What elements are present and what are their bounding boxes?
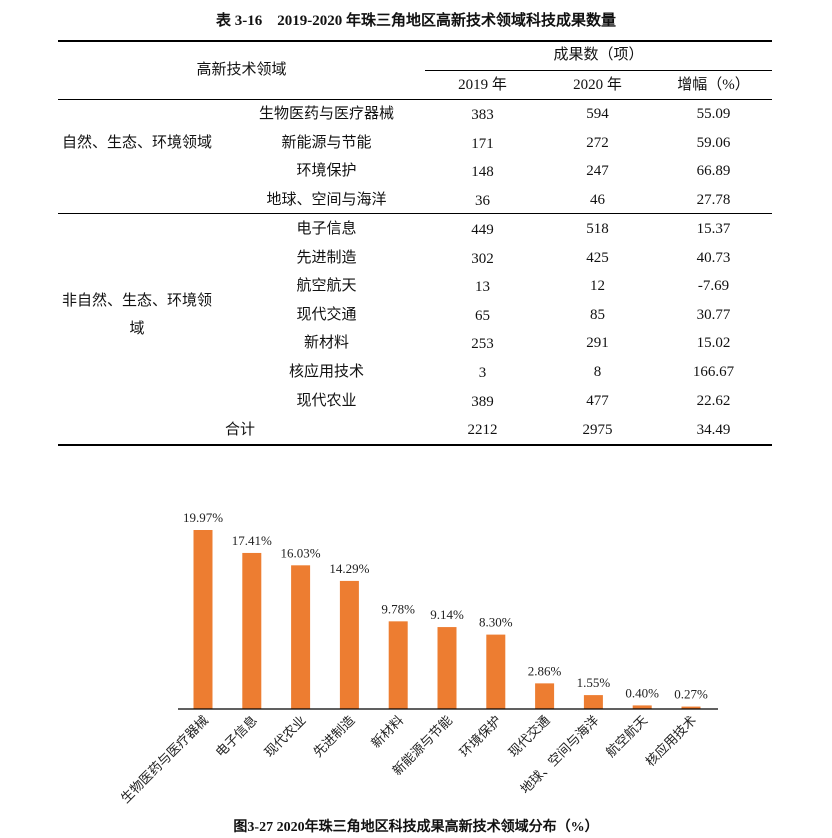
row-2019: 13	[475, 279, 490, 296]
row-2020: 12	[590, 278, 605, 295]
header-area: 高新技术领域	[196, 62, 287, 78]
bar	[339, 580, 359, 709]
data-label: 9.78%	[381, 601, 415, 616]
x-tick-label: 生物医药与医疗器械	[118, 713, 211, 806]
bar	[388, 621, 408, 709]
row-growth: 59.06	[696, 134, 731, 151]
table-title: 表 3-16 2019-2020 年珠三角地区高新技术领域科技成果数量	[216, 13, 616, 29]
row-2020: 291	[586, 335, 609, 352]
row-area: 航空航天	[296, 278, 357, 295]
bar	[291, 565, 311, 709]
row-2020: 247	[586, 163, 609, 180]
data-label: 17.41%	[232, 533, 272, 548]
data-label: 8.30%	[479, 615, 513, 630]
row-area: 环境保护	[296, 163, 357, 180]
row-growth: 66.89	[696, 163, 731, 180]
bar	[681, 706, 701, 709]
row-growth: 22.62	[696, 392, 731, 409]
data-label: 0.27%	[674, 687, 708, 702]
row-growth: 30.77	[696, 306, 731, 323]
row-2020: 8	[593, 364, 602, 380]
total-2020: 2975	[582, 422, 613, 438]
total-label: 合计	[224, 422, 255, 438]
header-mid-rule	[425, 70, 772, 71]
row-2020: 272	[586, 134, 609, 151]
x-tick-label: 核应用技术	[643, 713, 700, 770]
row-area: 现代交通	[296, 306, 357, 323]
row-area: 核应用技术	[288, 364, 364, 380]
row-2020: 46	[590, 191, 605, 208]
data-label: 19.97%	[183, 510, 223, 525]
data-label: 0.40%	[625, 685, 659, 700]
row-2020: 477	[586, 392, 609, 409]
table-top-rule	[58, 40, 772, 42]
total-2019: 2212	[467, 422, 498, 438]
row-2019: 383	[471, 107, 494, 123]
data-label: 9.14%	[430, 607, 464, 622]
bar	[486, 634, 506, 709]
row-growth: 40.73	[696, 249, 731, 266]
row-area: 新材料	[303, 335, 349, 352]
x-tick-label: 电子信息	[213, 713, 260, 760]
x-tick-label: 航空航天	[603, 713, 650, 760]
row-2019: 36	[475, 192, 490, 209]
row-2019: 253	[471, 336, 494, 353]
bar	[583, 695, 603, 709]
bar	[535, 683, 555, 709]
x-tick-label: 环境保护	[457, 713, 504, 760]
header-count-group: 成果数（项）	[553, 47, 644, 63]
group-divider	[58, 213, 772, 214]
row-growth: 27.78	[696, 191, 731, 208]
row-growth: 166.67	[692, 364, 735, 380]
bar	[632, 705, 652, 709]
row-area: 地球、空间与海洋	[266, 191, 387, 208]
row-growth: -7.69	[697, 278, 730, 295]
bar	[437, 627, 457, 709]
row-2020: 425	[586, 249, 609, 266]
row-2019: 3	[478, 365, 487, 381]
row-growth: 15.37	[696, 221, 731, 237]
data-label: 14.29%	[329, 561, 369, 576]
data-label: 1.55%	[577, 675, 611, 690]
header-bottom-rule	[58, 99, 772, 100]
row-2019: 449	[471, 222, 494, 238]
row-2019: 389	[471, 393, 494, 410]
row-area: 先进制造	[296, 249, 357, 266]
data-label: 16.03%	[281, 545, 321, 560]
bar	[242, 552, 262, 709]
data-label: 2.86%	[528, 663, 562, 678]
header-2020: 2020 年	[573, 77, 622, 93]
chart-caption: 图3-27 2020年珠三角地区科技成果高新技术领域分布（%）	[233, 820, 599, 835]
header-growth: 增幅（%）	[677, 77, 750, 93]
x-tick-label: 现代交通	[505, 713, 552, 760]
group-label: 非自然、生态、环境领域	[62, 293, 213, 338]
row-growth: 15.02	[696, 335, 731, 352]
row-2020: 594	[586, 106, 609, 122]
row-area: 现代农业	[296, 392, 357, 409]
group-label: 自然、生态、环境领域	[62, 135, 213, 152]
row-2019: 171	[471, 135, 494, 152]
row-area: 电子信息	[296, 221, 357, 237]
row-2019: 65	[475, 307, 490, 324]
row-growth: 55.09	[696, 106, 731, 122]
x-tick-label: 新材料	[368, 713, 406, 751]
table-bottom-rule	[58, 444, 772, 446]
bar	[193, 530, 213, 709]
row-2020: 85	[590, 306, 605, 323]
x-tick-label: 现代农业	[261, 713, 308, 760]
row-2019: 302	[471, 250, 494, 267]
row-2020: 518	[586, 221, 609, 237]
bar-chart: 19.97% 生物医药与医疗器械 17.41% 电子信息 16.03% 现代农业 14.29…	[118, 510, 718, 806]
x-tick-label: 先进制造	[310, 713, 357, 760]
row-2019: 148	[471, 164, 494, 181]
row-area: 生物医药与医疗器械	[258, 106, 394, 122]
total-growth: 34.49	[696, 422, 731, 438]
header-2019: 2019 年	[458, 77, 507, 93]
row-area: 新能源与节能	[281, 134, 372, 151]
